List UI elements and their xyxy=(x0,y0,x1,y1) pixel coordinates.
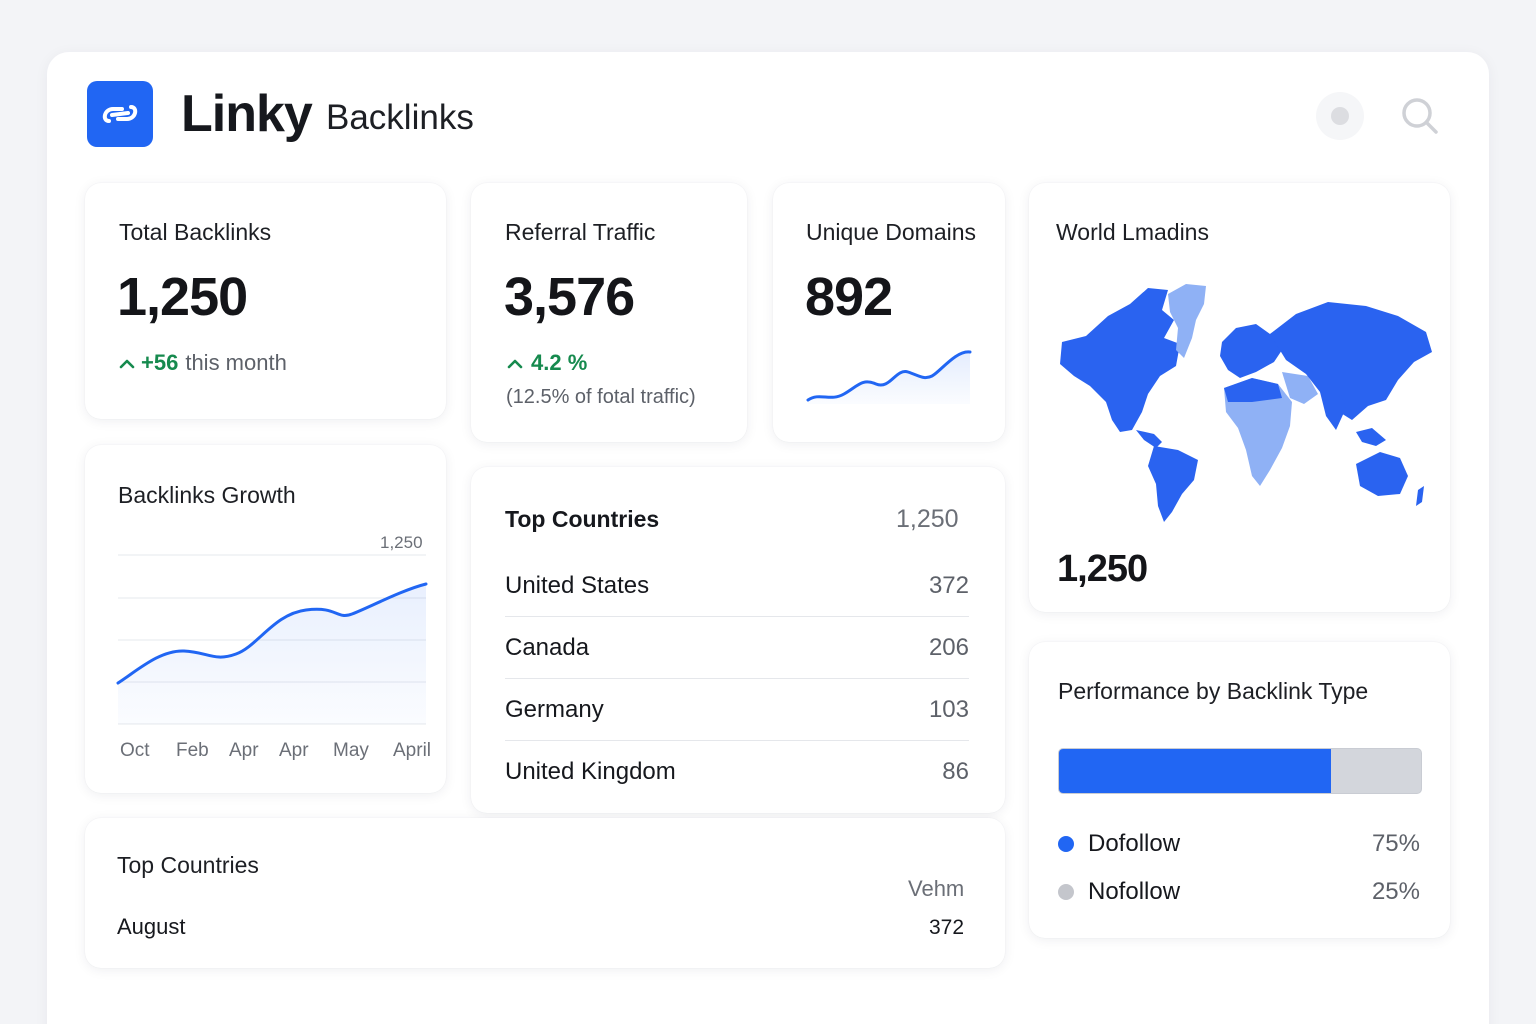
performance-bar xyxy=(1058,748,1422,794)
unique-domains-value: 892 xyxy=(805,267,893,327)
referral-traffic-title: Referral Traffic xyxy=(505,219,656,245)
column-label: Vehm xyxy=(908,876,965,901)
greenland-region xyxy=(1168,284,1206,358)
status-button[interactable] xyxy=(1316,92,1364,140)
top-countries-card[interactable] xyxy=(471,467,1005,813)
table-row[interactable]: Germany 103 xyxy=(505,679,969,741)
unique-domains-sparkline xyxy=(806,350,972,404)
nofollow-dot-icon xyxy=(1058,884,1074,900)
total-backlinks-card[interactable] xyxy=(85,183,446,419)
country-name: United Kingdom xyxy=(505,758,676,785)
referral-traffic-card[interactable] xyxy=(471,183,747,442)
status-dot-icon xyxy=(1331,107,1349,125)
x-tick-label: Apr xyxy=(229,740,259,761)
africa-north-region xyxy=(1224,378,1282,402)
growth-peak-label: 1,250 xyxy=(380,533,423,552)
country-value: 372 xyxy=(928,571,969,599)
search-icon xyxy=(1402,98,1438,134)
middle-east-region xyxy=(1282,372,1318,404)
country-value: 86 xyxy=(942,758,969,785)
world-map-title: World Lmadins xyxy=(1056,219,1209,245)
arrow-up-icon xyxy=(507,359,523,369)
change-suffix: this month xyxy=(185,350,287,375)
x-tick-label: Feb xyxy=(176,740,209,761)
country-name: Germany xyxy=(505,695,604,723)
southeast-asia-region xyxy=(1356,428,1386,446)
x-tick-label: May xyxy=(333,740,369,761)
change-value: +56 xyxy=(141,350,179,375)
legend-item-nofollow: Nofollow 25% xyxy=(1058,878,1420,906)
x-tick-label: April xyxy=(393,740,432,761)
europe-region xyxy=(1220,324,1286,378)
section-title: Backlinks xyxy=(326,98,474,137)
dofollow-dot-icon xyxy=(1058,836,1074,852)
dofollow-bar-fill xyxy=(1059,749,1331,793)
referral-traffic-value: 3,576 xyxy=(504,267,635,327)
total-backlinks-change: +56 this month xyxy=(119,350,287,376)
africa-region xyxy=(1224,378,1292,486)
growth-area xyxy=(118,584,426,724)
table-row[interactable]: United Kingdom 86 xyxy=(505,741,969,803)
world-map-value: 1,250 xyxy=(1057,548,1148,590)
app-logo[interactable] xyxy=(87,81,153,147)
backlinks-growth-title: Backlinks Growth xyxy=(118,482,296,508)
growth-line xyxy=(116,582,428,685)
x-tick-label: Oct xyxy=(120,740,150,761)
top-countries-summary-card[interactable] xyxy=(85,818,1005,968)
table-row[interactable]: United States 372 xyxy=(505,555,969,617)
referral-traffic-change: 4.2 % xyxy=(507,350,587,376)
legend-item-dofollow: Dofollow 75% xyxy=(1058,830,1420,858)
central-america-region xyxy=(1136,430,1162,448)
top-countries-title: Top Countries xyxy=(505,506,660,532)
legend-value: 25% xyxy=(1371,878,1420,905)
row-value: 372 xyxy=(929,916,965,939)
arrow-up-icon xyxy=(119,359,135,369)
total-backlinks-value: 1,250 xyxy=(117,267,248,327)
asia-region xyxy=(1270,302,1432,420)
search-button[interactable] xyxy=(1398,94,1442,138)
row-label: August xyxy=(117,914,186,939)
backlinks-growth-chart xyxy=(116,554,428,725)
india-region xyxy=(1320,392,1346,430)
app-name: Linky xyxy=(181,85,313,143)
australia-region xyxy=(1356,452,1408,496)
total-backlinks-title: Total Backlinks xyxy=(119,219,272,245)
country-value: 206 xyxy=(928,633,969,661)
legend-label: Nofollow xyxy=(1088,878,1181,905)
country-name: United States xyxy=(505,571,650,599)
unique-domains-title: Unique Domains xyxy=(806,219,977,245)
top-countries-total: 1,250 xyxy=(896,505,959,533)
world-map xyxy=(1060,284,1432,522)
change-value: 4.2 % xyxy=(531,350,588,375)
new-zealand-region xyxy=(1416,486,1424,506)
performance-title: Performance by Backlink Type xyxy=(1058,678,1369,704)
table-row[interactable]: Canada 206 xyxy=(505,617,969,679)
link-icon xyxy=(102,105,138,123)
x-tick-label: Apr xyxy=(279,740,309,761)
top-countries-summary-title: Top Countries xyxy=(117,852,259,878)
referral-traffic-note: (12.5% of fotal traffic) xyxy=(506,386,696,408)
south-america-region xyxy=(1148,446,1198,522)
country-value: 103 xyxy=(928,695,969,723)
north-america-region xyxy=(1060,288,1180,432)
legend-value: 75% xyxy=(1371,830,1420,857)
country-name: Canada xyxy=(505,633,590,661)
legend-label: Dofollow xyxy=(1088,830,1181,857)
